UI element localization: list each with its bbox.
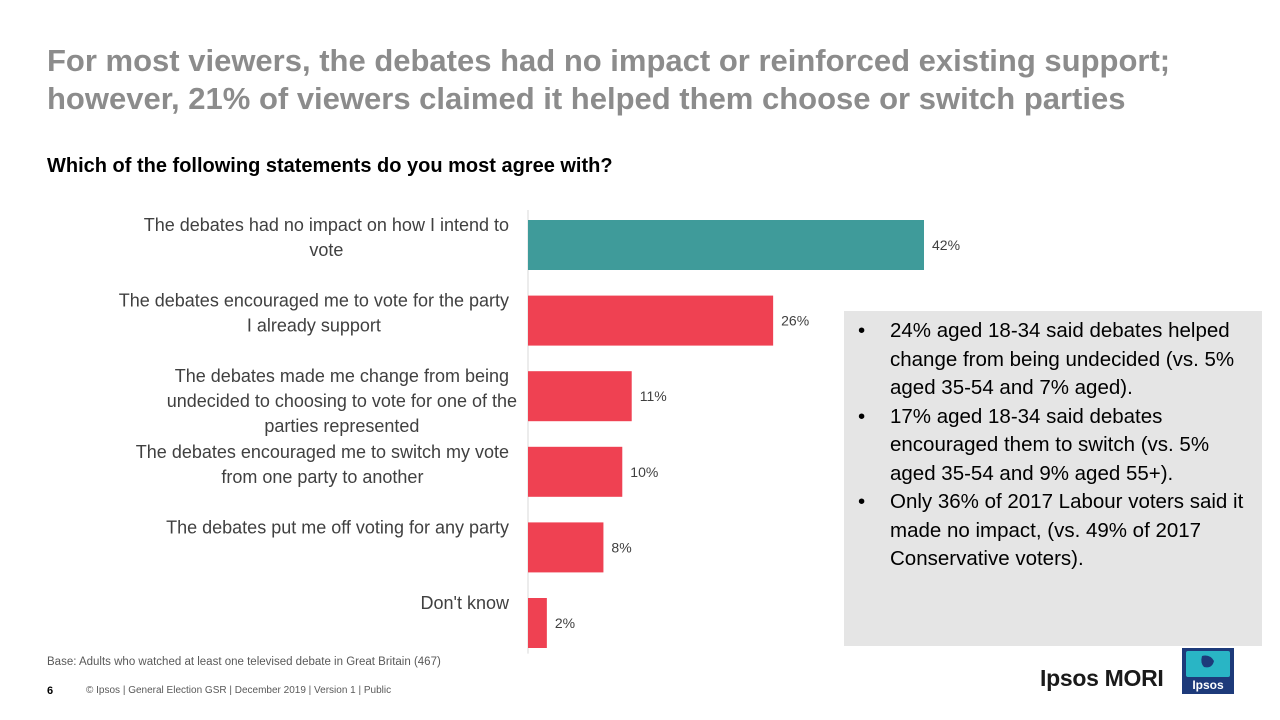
value-label-3: 10% (630, 464, 658, 480)
value-label-2: 11% (640, 388, 667, 404)
bullet-icon: • (858, 319, 866, 342)
ipsos-logo: Ipsos (1182, 648, 1234, 694)
category-label-3-line-0: The debates encouraged me to switch my v… (136, 442, 509, 462)
category-label-5-line-0: Don't know (421, 593, 510, 613)
callout-bullet-text: Only 36% of 2017 Labour voters said it m… (890, 490, 1244, 570)
bar-2 (528, 371, 632, 422)
category-label-3-line-1: from one party to another (221, 467, 423, 487)
value-label-1: 26% (781, 313, 809, 329)
bullet-icon: • (858, 490, 866, 513)
insights-list: • 24% aged 18-34 said debates helped chan… (854, 317, 1248, 574)
callout-bullet-text: 24% aged 18-34 said debates helped chang… (890, 319, 1235, 399)
bar-4 (528, 522, 604, 573)
category-label-2-line-2: parties represented (264, 416, 419, 436)
bar-0 (528, 220, 924, 270)
callout-bullet-text: 17% aged 18-34 said debates encouraged t… (890, 404, 1210, 485)
bullet-icon: • (858, 404, 866, 428)
category-label-2-line-0: The debates made me change from being (175, 366, 509, 386)
category-label-1-line-1: I already support (247, 316, 381, 336)
value-label-4: 8% (611, 539, 631, 555)
callout-bullet-1: • 17% aged 18-34 said debates encouraged … (854, 403, 1248, 489)
footer-text: © Ipsos | General Election GSR | Decembe… (86, 685, 392, 696)
slide-title: For most viewers, the debates had no imp… (47, 43, 1171, 116)
callout-bullet-0: • 24% aged 18-34 said debates helped chan… (854, 317, 1248, 403)
base-note: Base: Adults who watched at least one te… (47, 656, 441, 668)
category-label-4-line-0: The debates put me off voting for any pa… (166, 517, 509, 537)
logo-text: Ipsos (1192, 678, 1224, 692)
callout-bullet-2: • Only 36% of 2017 Labour voters said it … (854, 488, 1248, 574)
category-label-0-line-0: The debates had no impact on how I inten… (144, 215, 509, 235)
value-label-5: 2% (555, 615, 575, 631)
insights-callout: • 24% aged 18-34 said debates helped chan… (844, 311, 1262, 646)
question-subtitle: Which of the following statements do you… (47, 155, 613, 177)
bar-1 (528, 295, 774, 346)
page-number: 6 (47, 685, 54, 697)
category-label-1-line-0: The debates encouraged me to vote for th… (119, 291, 509, 311)
bar-3 (528, 446, 623, 497)
category-label-2-line-1: undecided to choosing to vote for one of… (167, 391, 517, 411)
value-label-0: 42% (932, 237, 960, 253)
category-label-0-line-1: vote (309, 240, 343, 260)
brand-name: Ipsos MORI (1040, 665, 1164, 691)
bar-5 (528, 598, 547, 648)
